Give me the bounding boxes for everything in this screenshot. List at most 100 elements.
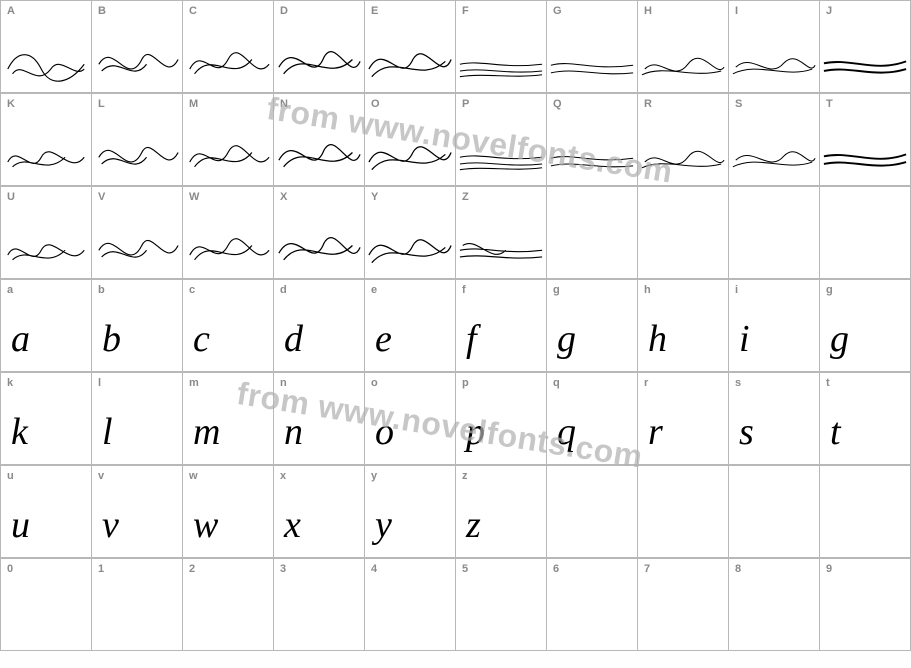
cell-8: 8 xyxy=(729,559,820,651)
swirl-icon xyxy=(185,215,271,276)
cell-label: m xyxy=(189,377,199,389)
glyph: n xyxy=(284,410,303,454)
cell-label: f xyxy=(462,284,466,296)
swirl-icon xyxy=(458,29,544,90)
glyph: q xyxy=(557,410,576,454)
cell-F: F xyxy=(456,1,547,93)
swirl-icon xyxy=(3,215,89,276)
swirl-icon xyxy=(367,122,453,183)
swirl-icon xyxy=(640,122,726,183)
cell-2: 2 xyxy=(183,559,274,651)
cell-label: q xyxy=(553,377,560,389)
cell-label: O xyxy=(371,98,380,110)
cell-label: c xyxy=(189,284,195,296)
cell-empty xyxy=(729,466,820,558)
cell-label: P xyxy=(462,98,469,110)
cell-3: 3 xyxy=(274,559,365,651)
glyph: f xyxy=(466,317,477,361)
cell-label: W xyxy=(189,191,199,203)
cell-label: L xyxy=(98,98,105,110)
cell-k: kk xyxy=(1,373,92,465)
cell-label: y xyxy=(371,470,377,482)
cell-J: J xyxy=(820,1,911,93)
cell-A: A xyxy=(1,1,92,93)
cell-label: e xyxy=(371,284,377,296)
cell-D: D xyxy=(274,1,365,93)
cell-label: D xyxy=(280,5,288,17)
cell-z: zz xyxy=(456,466,547,558)
cell-S: S xyxy=(729,94,820,186)
cell-b: bb xyxy=(92,280,183,372)
swirl-icon xyxy=(458,122,544,183)
cell-I: I xyxy=(729,1,820,93)
cell-P: P xyxy=(456,94,547,186)
glyph: g xyxy=(830,317,849,361)
cell-o: oo xyxy=(365,373,456,465)
swirl-icon xyxy=(458,215,544,276)
swirl-icon xyxy=(367,29,453,90)
glyph: p xyxy=(466,410,485,454)
swirl-icon xyxy=(822,29,908,90)
cell-Y: Y xyxy=(365,187,456,279)
digit-row: 0 1 2 3 4 5 6 7 8 9 xyxy=(0,558,911,651)
swirl-icon xyxy=(276,29,362,90)
swirl-icon xyxy=(276,122,362,183)
swirl-icon xyxy=(731,122,817,183)
cell-G: G xyxy=(547,1,638,93)
cell-label: J xyxy=(826,5,832,17)
swirl-icon xyxy=(549,122,635,183)
cell-K: K xyxy=(1,94,92,186)
swirl-icon xyxy=(822,122,908,183)
cell-C: C xyxy=(183,1,274,93)
cell-T: T xyxy=(820,94,911,186)
cell-d: dd xyxy=(274,280,365,372)
cell-empty xyxy=(820,466,911,558)
cell-m: mm xyxy=(183,373,274,465)
glyph: k xyxy=(11,410,28,454)
cell-label: Y xyxy=(371,191,378,203)
cell-label: I xyxy=(735,5,738,17)
cell-label: 4 xyxy=(371,563,377,575)
glyph: l xyxy=(102,410,113,454)
cell-B: B xyxy=(92,1,183,93)
cell-Z: Z xyxy=(456,187,547,279)
cell-label: B xyxy=(98,5,106,17)
swirl-icon xyxy=(185,122,271,183)
swirl-icon xyxy=(185,29,271,90)
swirl-icon xyxy=(3,29,89,90)
lower-row-1: kk ll mm nn oo pp qq rr ss tt xyxy=(0,372,911,465)
cell-label: s xyxy=(735,377,741,389)
glyph: b xyxy=(102,317,121,361)
cell-label: X xyxy=(280,191,287,203)
cell-4: 4 xyxy=(365,559,456,651)
cell-7: 7 xyxy=(638,559,729,651)
swirl-icon xyxy=(276,215,362,276)
glyph: s xyxy=(739,410,754,454)
cell-label: p xyxy=(462,377,469,389)
swirl-icon xyxy=(3,122,89,183)
cell-M: M xyxy=(183,94,274,186)
cell-f: ff xyxy=(456,280,547,372)
glyph: d xyxy=(284,317,303,361)
swirl-icon xyxy=(549,29,635,90)
cell-label: 5 xyxy=(462,563,468,575)
cell-e: ee xyxy=(365,280,456,372)
cell-label: x xyxy=(280,470,286,482)
cell-s: ss xyxy=(729,373,820,465)
cell-label: A xyxy=(7,5,15,17)
cell-N: N xyxy=(274,94,365,186)
cell-9: 9 xyxy=(820,559,911,651)
cell-W: W xyxy=(183,187,274,279)
cell-label: 7 xyxy=(644,563,650,575)
upper-row-0: A B C D E F G H I J xyxy=(0,0,911,93)
cell-x: xx xyxy=(274,466,365,558)
swirl-icon xyxy=(731,29,817,90)
cell-label: g xyxy=(826,284,833,296)
cell-6: 6 xyxy=(547,559,638,651)
cell-label: K xyxy=(7,98,15,110)
cell-E: E xyxy=(365,1,456,93)
cell-l: ll xyxy=(92,373,183,465)
glyph: g xyxy=(557,317,576,361)
cell-label: U xyxy=(7,191,15,203)
cell-label: S xyxy=(735,98,742,110)
